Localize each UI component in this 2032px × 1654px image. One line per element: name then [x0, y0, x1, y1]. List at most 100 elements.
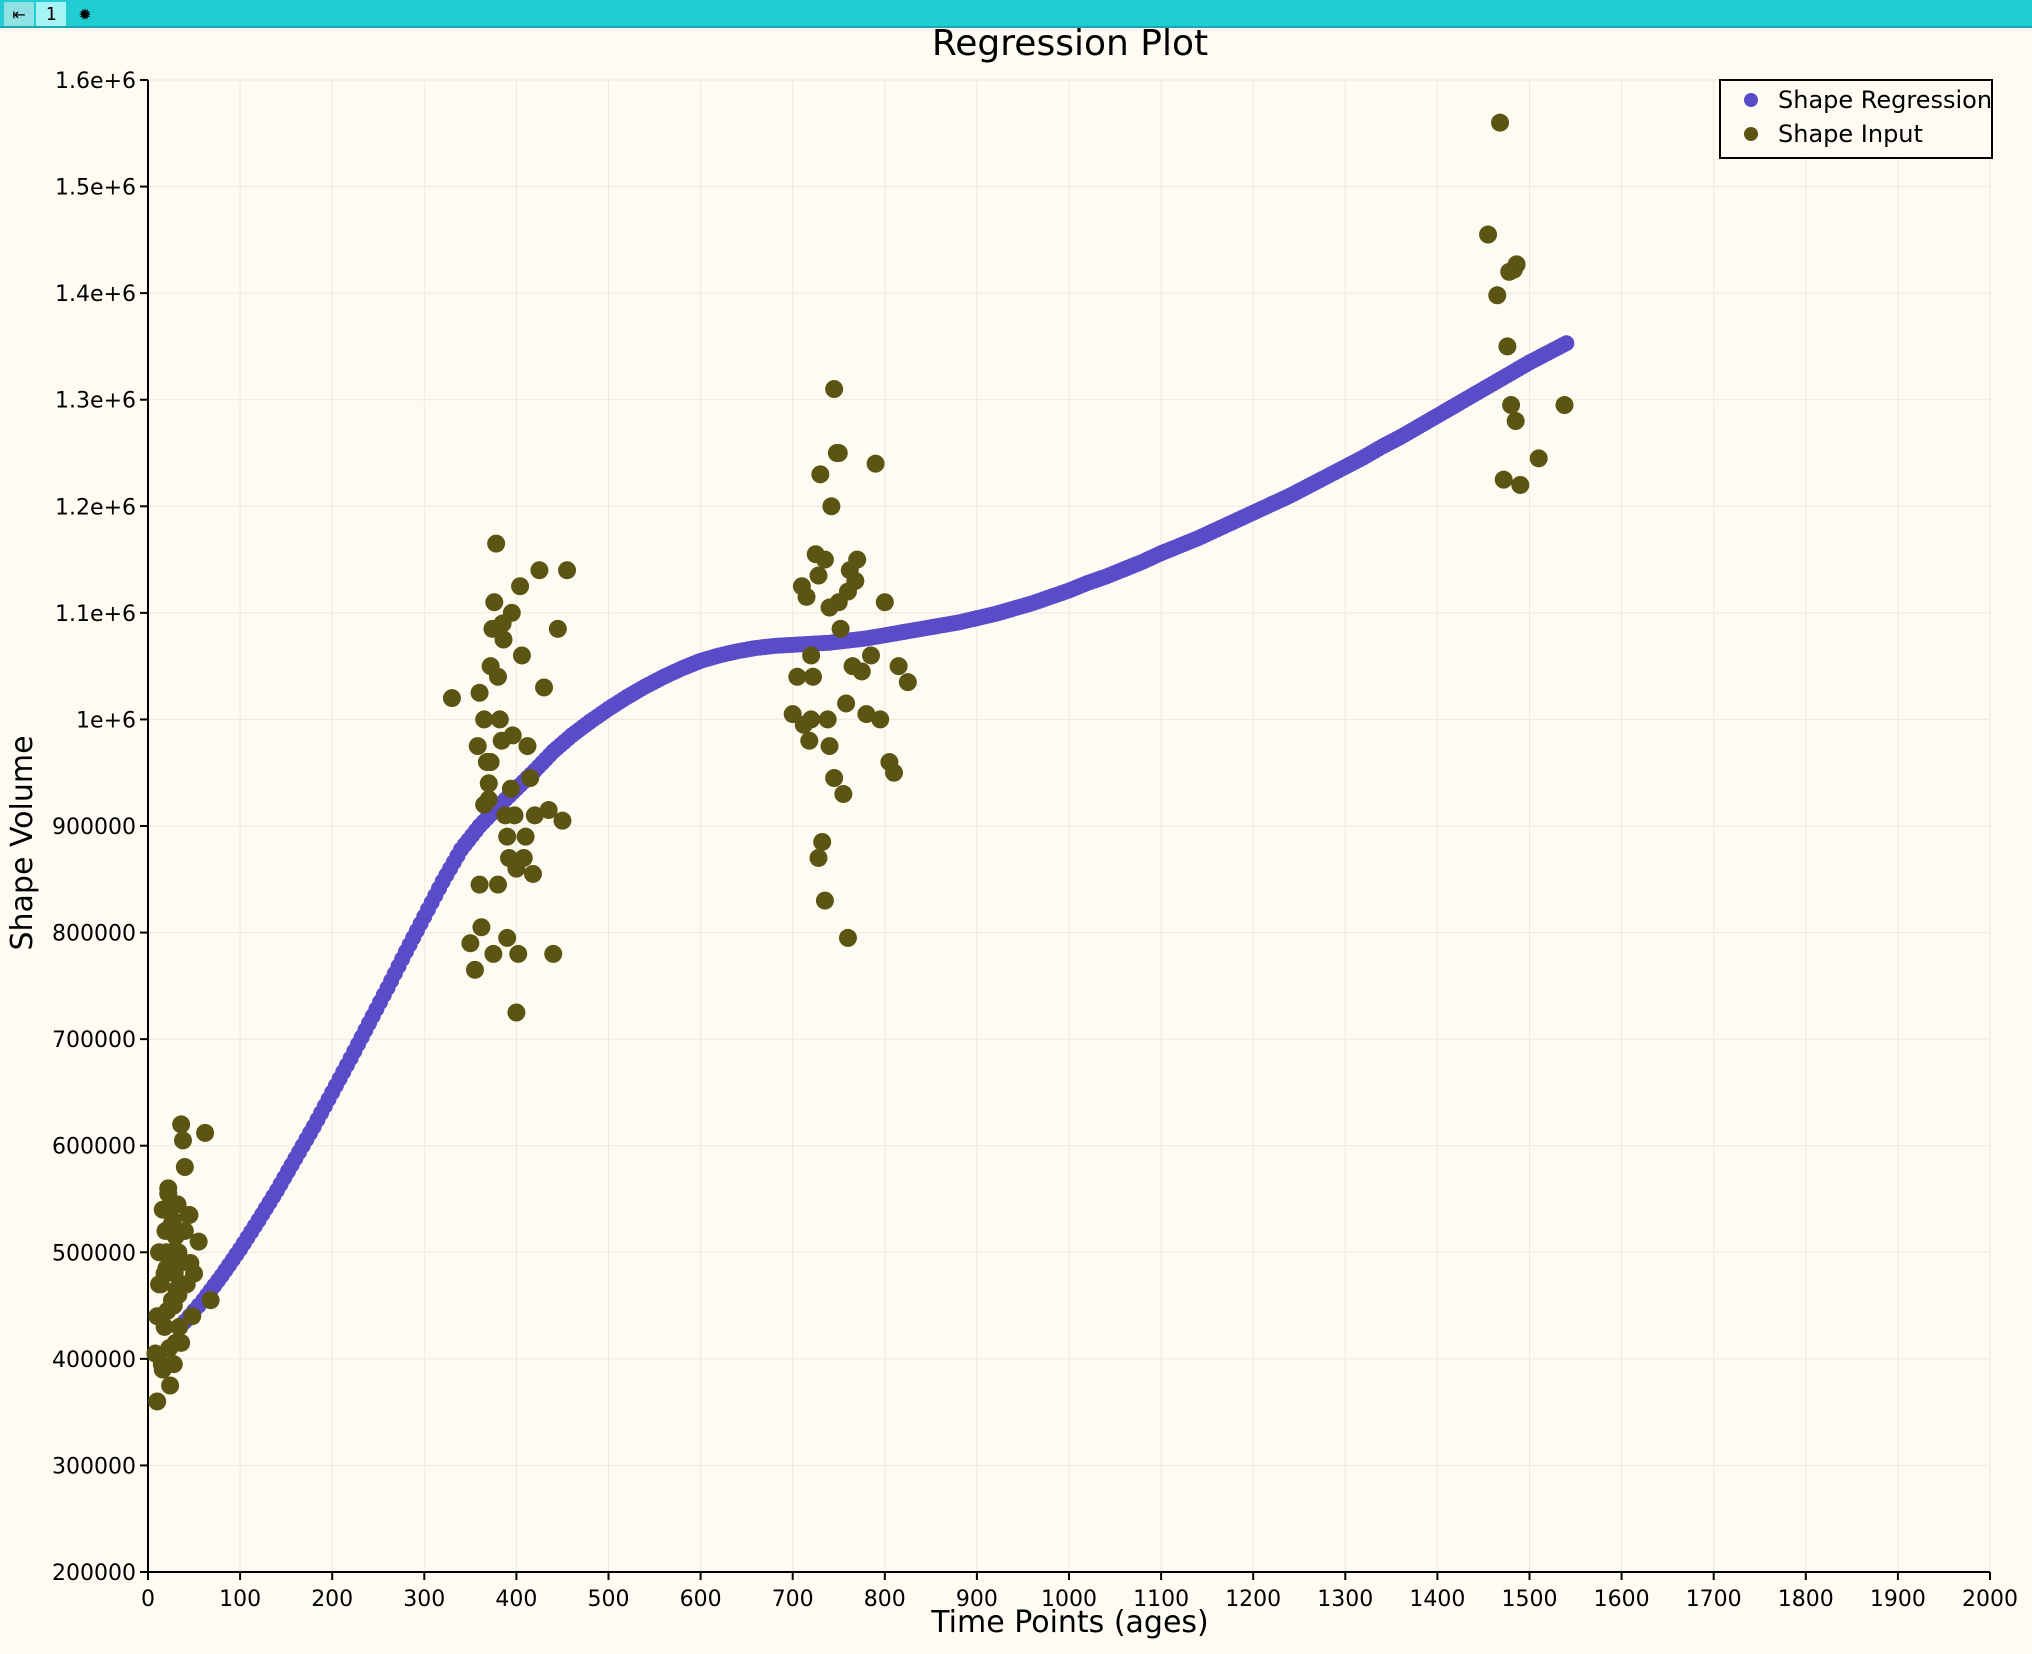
input-point [829, 444, 848, 462]
y-tick-label: 1.1e+6 [55, 602, 136, 627]
y-tick-label: 500000 [52, 1241, 136, 1266]
input-point [866, 454, 885, 473]
input-point [558, 561, 577, 580]
input-point [479, 774, 498, 793]
legend-box [1719, 79, 1993, 159]
input-point [518, 737, 537, 756]
x-tick-label: 1300 [1317, 1587, 1373, 1612]
input-point [511, 577, 530, 596]
input-point [1511, 475, 1530, 494]
y-axis-ticks: 200000 300000 400000 500000 600000 700000 8000… [52, 69, 148, 1586]
input-point [885, 763, 904, 782]
input-point [848, 550, 867, 569]
legend: Shape Regression Shape Input [1719, 79, 1993, 159]
input-point [539, 801, 558, 820]
input-point [530, 561, 549, 580]
input-point [180, 1205, 199, 1224]
x-tick-label: 1000 [1041, 1587, 1097, 1612]
input-point [846, 571, 865, 590]
input-point [153, 1360, 172, 1379]
input-point [800, 731, 819, 750]
input-point [516, 827, 535, 846]
input-point [838, 928, 857, 947]
input-point [498, 928, 517, 947]
input-point [802, 710, 821, 729]
input-point [803, 667, 822, 686]
input-point [1498, 337, 1517, 356]
input-point [809, 566, 828, 585]
input-point [173, 1131, 192, 1150]
input-point [1491, 113, 1510, 132]
input-point [169, 1285, 188, 1304]
input-point [1494, 470, 1513, 489]
x-tick-label: 700 [772, 1587, 814, 1612]
x-axis-ticks: 0 100 200 300 400 500 600 700 800 900 1000 1100 1200… [141, 1572, 2018, 1612]
input-point [484, 944, 503, 963]
y-tick-label: 1e+6 [76, 708, 136, 733]
input-point [155, 1264, 174, 1283]
input-point [488, 875, 507, 894]
input-point [815, 891, 834, 910]
y-tick-label: 600000 [52, 1135, 136, 1160]
input-point [175, 1158, 194, 1177]
input-point [553, 811, 572, 830]
input-point [831, 619, 850, 638]
x-tick-label: 600 [680, 1587, 722, 1612]
x-tick-label: 200 [311, 1587, 353, 1612]
restore-arrow-icon[interactable]: ⇤ [4, 2, 34, 26]
input-point [861, 646, 880, 665]
input-point [822, 497, 841, 516]
x-tick-label: 1900 [1870, 1587, 1926, 1612]
input-point [175, 1221, 194, 1240]
input-point [825, 769, 844, 788]
input-point [475, 795, 494, 814]
input-point [852, 662, 871, 681]
x-tick-label: 800 [864, 1587, 906, 1612]
x-tick-label: 100 [219, 1587, 261, 1612]
input-point [813, 832, 832, 851]
y-tick-label: 900000 [52, 815, 136, 840]
x-tick-label: 1500 [1502, 1587, 1558, 1612]
x-tick-label: 2000 [1962, 1587, 2018, 1612]
input-point [1506, 412, 1525, 431]
y-tick-label: 300000 [52, 1454, 136, 1479]
x-tick-label: 0 [141, 1587, 155, 1612]
input-point [502, 603, 521, 622]
input-point [507, 1003, 526, 1022]
input-point [871, 710, 890, 729]
x-tick-label: 1200 [1225, 1587, 1281, 1612]
input-point [470, 683, 489, 702]
input-point [1488, 286, 1507, 305]
input-point [485, 593, 504, 612]
input-point [461, 934, 480, 953]
y-tick-label: 800000 [52, 922, 136, 947]
input-point [544, 944, 563, 963]
input-point [468, 737, 487, 756]
input-point [889, 657, 908, 676]
input-point [818, 710, 837, 729]
input-point [509, 944, 528, 963]
view-number-button[interactable]: 1 [36, 2, 66, 26]
x-tick-label: 300 [403, 1587, 445, 1612]
plot-background [0, 28, 2032, 1654]
input-point [465, 960, 484, 979]
x-tick-label: 1800 [1778, 1587, 1834, 1612]
input-point [501, 779, 520, 798]
regression-plot: 0 100 200 300 400 500 600 700 800 900 1000 1100 1200… [0, 28, 2032, 1654]
x-tick-label: 1400 [1409, 1587, 1465, 1612]
input-point [1529, 449, 1548, 468]
y-tick-label: 1.2e+6 [55, 495, 136, 520]
input-point [481, 753, 500, 772]
input-point [189, 1232, 208, 1251]
gear-icon[interactable]: ✹ [78, 4, 92, 24]
input-point [475, 710, 494, 729]
input-point [470, 875, 489, 894]
input-point [148, 1307, 167, 1326]
input-point [487, 534, 506, 553]
legend-label-shape-input: Shape Input [1778, 120, 1923, 148]
x-tick-label: 1100 [1133, 1587, 1189, 1612]
input-point [170, 1317, 189, 1336]
y-tick-label: 200000 [52, 1561, 136, 1586]
input-point [797, 587, 816, 606]
grid-lines [148, 79, 1991, 1572]
